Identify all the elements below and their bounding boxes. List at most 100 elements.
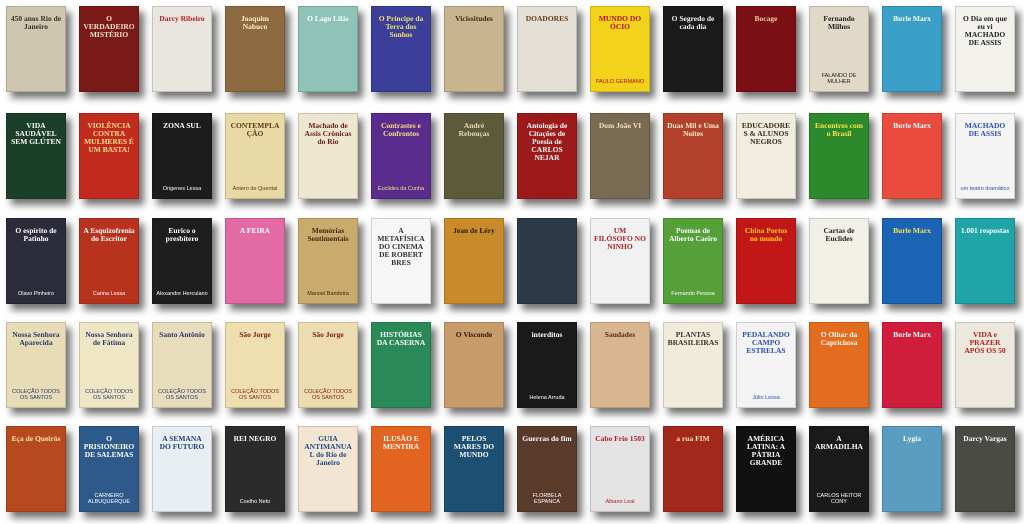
book-cover[interactable]: AMÉRICA LATINA: A PÁTRIA GRANDE xyxy=(736,426,796,512)
book-cover[interactable]: Duas Mil e Uma Noites xyxy=(663,113,723,199)
book-cover[interactable]: Saudades xyxy=(590,322,650,408)
book-cover[interactable]: VIDA e PRAZER APÓS OS 50 xyxy=(955,322,1015,408)
book-title: O Lago Lilás xyxy=(307,14,349,23)
book-title: Santo Antônio xyxy=(159,330,205,339)
book-cover[interactable]: a rua FIM xyxy=(663,426,723,512)
book-author: Manoel Bandeira xyxy=(307,290,349,297)
book-title: A FEIRA xyxy=(239,226,271,235)
book-author: COLEÇÃO TODOS OS SANTOS xyxy=(85,388,133,401)
book-cover[interactable]: O VERDADEIRO MISTÉRIO xyxy=(79,6,139,92)
book-cover[interactable]: O Olhar da Caprichosa xyxy=(809,322,869,408)
book-cover[interactable]: Nossa Senhora Aparecida COLEÇÃO TODOS OS … xyxy=(6,322,66,408)
book-cover[interactable]: China Portos no mundo xyxy=(736,218,796,304)
book-cover[interactable]: O Segredo de cada dia xyxy=(663,6,723,92)
book-cover[interactable]: Eurico o presbítero Alexandre Herculano xyxy=(152,218,212,304)
book-author: Olavo Pinheiro xyxy=(17,290,55,297)
book-title: Nossa Senhora de Fátima xyxy=(85,330,133,347)
book-cover[interactable]: O Lago Lilás xyxy=(298,6,358,92)
book-title: Darcy Vargas xyxy=(963,434,1007,443)
book-cover[interactable]: PLANTAS BRASILEIRAS xyxy=(663,322,723,408)
book-title: ZONA SUL xyxy=(163,121,201,130)
book-cover[interactable]: Burle Marx xyxy=(882,322,942,408)
book-cover[interactable]: PEDALANDO CAMPO ESTRELAS Júlio Lessa xyxy=(736,322,796,408)
book-title: Burle Marx xyxy=(893,226,931,235)
book-cover[interactable]: Lygia xyxy=(882,426,942,512)
book-title: O Segredo de cada dia xyxy=(671,14,715,31)
book-cover[interactable]: Darcy Vargas xyxy=(955,426,1015,512)
book-cover[interactable]: VIDA SAUDÁVEL SEM GLÚTEN xyxy=(6,113,66,199)
book-cover[interactable]: A Esquizofrenia do Escritor Carina Lessa xyxy=(79,218,139,304)
book-title: Lygia xyxy=(903,434,921,443)
book-cover[interactable]: A SEMANA DO FUTURO xyxy=(152,426,212,512)
book-cover[interactable]: CONTEMPLAÇÃO Antero de Quental xyxy=(225,113,285,199)
book-cover[interactable]: Nossa Senhora de Fátima COLEÇÃO TODOS OS … xyxy=(79,322,139,408)
book-cover[interactable]: MACHADO DE ASSIS um teatro dramático xyxy=(955,113,1015,199)
book-cover[interactable]: Burle Marx xyxy=(882,113,942,199)
book-cover[interactable]: A METAFÍSICA DO CINEMA DE ROBERT BRES xyxy=(371,218,431,304)
book-cover[interactable]: UM FILÓSOFO NO NINHO xyxy=(590,218,650,304)
book-cover[interactable]: GUIA ANTIMANUAL do Rio de Janeiro xyxy=(298,426,358,512)
book-cover[interactable]: Eça de Queirós xyxy=(6,426,66,512)
book-title: O VERDADEIRO MISTÉRIO xyxy=(83,14,135,39)
book-cover[interactable]: Machado de Assis Crônicas do Rio xyxy=(298,113,358,199)
book-author: CARLOS HEITOR CONY xyxy=(816,492,862,505)
book-cover[interactable]: O Visconde xyxy=(444,322,504,408)
book-author: Alexandre Herculano xyxy=(156,290,208,297)
book-cover[interactable]: A FEIRA xyxy=(225,218,285,304)
book-cover[interactable]: REI NEGRO Coelho Neto xyxy=(225,426,285,512)
book-cover[interactable]: Memórias Sentimentais Manoel Bandeira xyxy=(298,218,358,304)
book-cover[interactable]: Guerras do fim FLORBELA ESPANCA xyxy=(517,426,577,512)
book-cover[interactable]: Poemas de Alberto Caeiro Fernando Pessoa xyxy=(663,218,723,304)
book-cover[interactable] xyxy=(517,218,577,304)
book-cover[interactable]: VIOLÊNCIA CONTRA MULHERES É UM BASTA! xyxy=(79,113,139,199)
book-cover[interactable]: Contrastes e Confrontos Euclides da Cunha xyxy=(371,113,431,199)
book-cover[interactable]: André Rebouças xyxy=(444,113,504,199)
book-cover[interactable]: O Príncipe da Terra dos Sonhos xyxy=(371,6,431,92)
book-title: Vicissitudes xyxy=(455,14,493,23)
book-cover[interactable]: Bocage xyxy=(736,6,796,92)
book-author: Albano Leal xyxy=(605,498,635,505)
book-cover[interactable]: Fernando Milhos FALANDO DE MULHER xyxy=(809,6,869,92)
book-title: Eça de Queirós xyxy=(11,434,61,443)
book-cover[interactable]: Santo Antônio COLEÇÃO TODOS OS SANTOS xyxy=(152,322,212,408)
book-cover[interactable]: EDUCADORES & ALUNOS NEGROS xyxy=(736,113,796,199)
book-title: VIDA SAUDÁVEL SEM GLÚTEN xyxy=(11,121,61,146)
book-cover[interactable]: ZONA SUL Origenes Lessa xyxy=(152,113,212,199)
book-cover[interactable]: Encontros com o Brasil xyxy=(809,113,869,199)
book-cover[interactable]: Joaquim Nabuco xyxy=(225,6,285,92)
book-cover[interactable]: ILUSÃO E MENTIRA xyxy=(371,426,431,512)
book-cover[interactable]: Jean de Léry xyxy=(444,218,504,304)
book-cover[interactable]: Antologia de Citações de Poesia de CARLO… xyxy=(517,113,577,199)
book-cover[interactable]: Cartas de Euclides xyxy=(809,218,869,304)
book-cover[interactable]: Burle Marx xyxy=(882,218,942,304)
book-cover[interactable]: Vicissitudes xyxy=(444,6,504,92)
book-cover[interactable]: interditos Helena Arruda xyxy=(517,322,577,408)
book-title: VIDA e PRAZER APÓS OS 50 xyxy=(964,330,1006,355)
book-cover[interactable]: Cabo Frio 1503 Albano Leal xyxy=(590,426,650,512)
book-title: O espírito de Patinho xyxy=(15,226,57,243)
book-cover[interactable]: HISTÓRIAS DA CASERNA xyxy=(371,322,431,408)
book-cover[interactable]: Dom João VI xyxy=(590,113,650,199)
book-cover[interactable]: 450 anos Rio de Janeiro xyxy=(6,6,66,92)
book-title: Guerras do fim xyxy=(522,434,572,443)
book-cover[interactable]: PELOS MARES DO MUNDO xyxy=(444,426,504,512)
book-cover[interactable]: A ARMADILHA CARLOS HEITOR CONY xyxy=(809,426,869,512)
book-cover[interactable]: São Jorge COLEÇÃO TODOS OS SANTOS xyxy=(298,322,358,408)
book-cover[interactable]: São Jorge COLEÇÃO TODOS OS SANTOS xyxy=(225,322,285,408)
book-cover[interactable]: DOADORES xyxy=(517,6,577,92)
book-title: Cabo Frio 1503 xyxy=(595,434,645,443)
book-title: Burle Marx xyxy=(893,330,931,339)
book-title: DOADORES xyxy=(525,14,569,23)
book-cover[interactable]: Burle Marx xyxy=(882,6,942,92)
book-cover[interactable]: O espírito de Patinho Olavo Pinheiro xyxy=(6,218,66,304)
book-title: Burle Marx xyxy=(893,14,931,23)
book-cover[interactable]: MUNDO DO ÓCIO PAULO GERMANO xyxy=(590,6,650,92)
book-title: China Portos no mundo xyxy=(744,226,788,243)
book-cover[interactable]: Darcy Ribeiro xyxy=(152,6,212,92)
book-cover[interactable]: O PRISIONEIRO DE SALEMAS CARNEIRO ALBUQUE… xyxy=(79,426,139,512)
book-title: 450 anos Rio de Janeiro xyxy=(10,14,62,31)
book-author: FALANDO DE MULHER xyxy=(821,72,857,85)
book-cover[interactable]: 1.001 respostas xyxy=(955,218,1015,304)
book-cover[interactable]: O Dia em que eu vi MACHADO DE ASSIS xyxy=(955,6,1015,92)
